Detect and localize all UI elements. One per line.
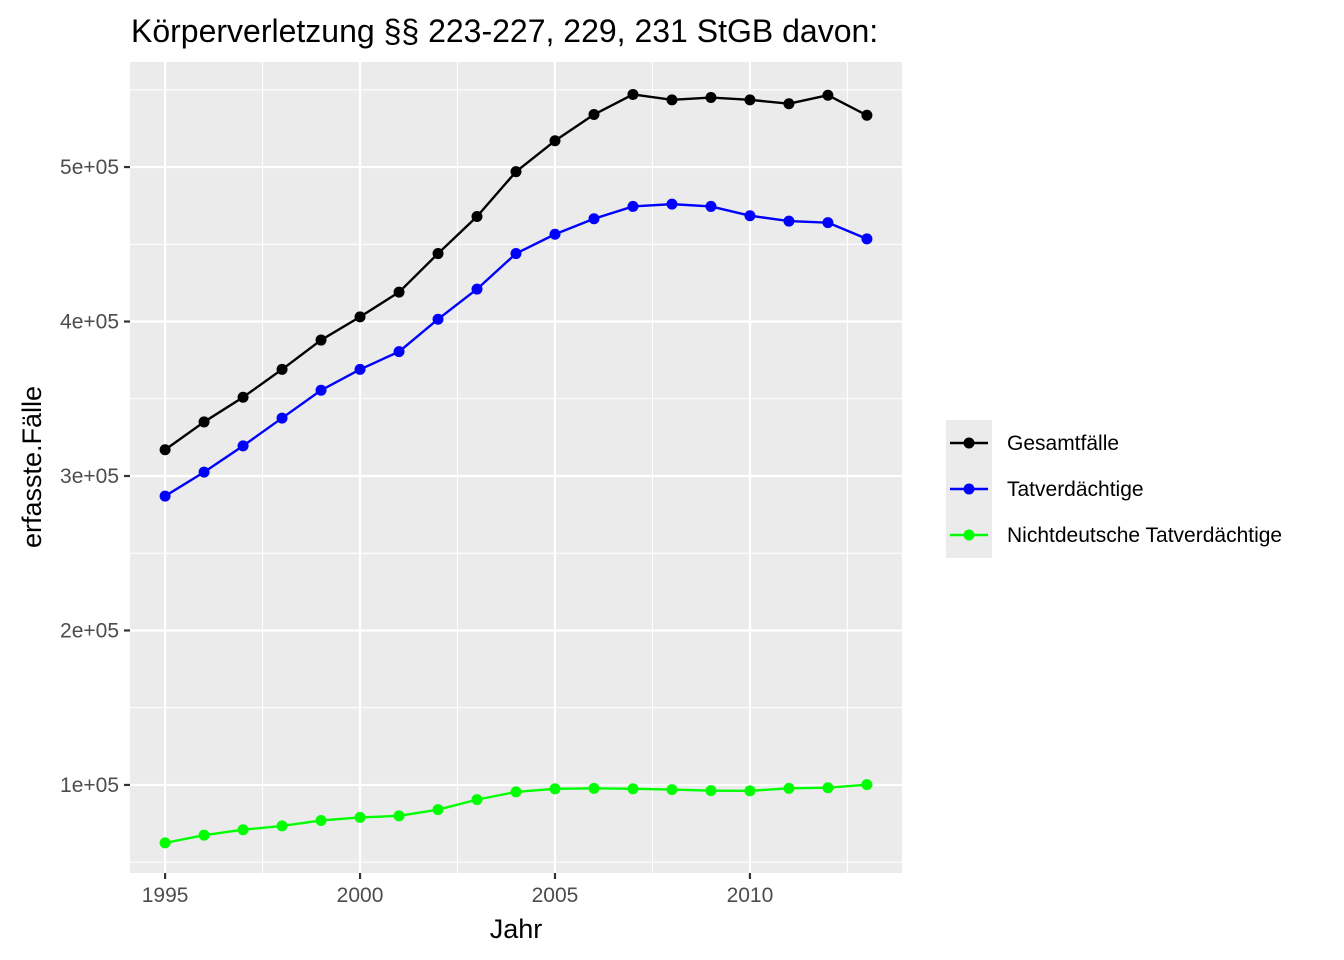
y-tick-label: 3e+05 [60,465,119,488]
series-2-point [354,363,366,375]
grid-major [130,62,902,873]
series-2-point [666,198,678,210]
x-tick-label: 2000 [337,884,384,907]
series-1-point [783,98,795,110]
series-2-point [705,200,717,212]
x-tick-label: 1995 [142,884,189,907]
series-2-point [471,283,483,295]
series-2-point [510,248,522,260]
series-1-point [471,210,483,222]
series-3-point [159,837,171,849]
series-2-point [432,313,444,325]
series-3-point [549,783,561,795]
series-1-point [705,92,717,104]
series-3-point [510,786,522,798]
series-2-point [237,440,249,452]
series-2-point [198,466,210,478]
series-1-point [744,94,756,106]
x-axis-title: Jahr [490,914,543,944]
series-1-point [159,444,171,456]
series-3-point [744,785,756,797]
series-3-point [315,814,327,826]
series-layer [159,88,873,849]
series-2-point [315,384,327,396]
series-3-point [276,820,288,832]
series-1-point [393,286,405,298]
series-1-point [354,311,366,323]
series-1-point [822,89,834,101]
series-3-point [822,782,834,794]
x-tick-label: 2010 [727,884,774,907]
legend-label: Tatverdächtige [1007,478,1144,501]
series-3-point [627,783,639,795]
series-3-point [588,782,600,794]
legend-key-point [963,437,975,449]
series-2-point [549,228,561,240]
series-2-point [783,215,795,227]
series-1-point [627,88,639,100]
series-3-point [471,794,483,806]
series-1-point [861,109,873,121]
legend-key-point [963,529,975,541]
chart-title: Körperverletzung §§ 223-227, 229, 231 St… [131,13,878,49]
legend: Gesamtfälle Tatverdächtige Nichtdeutsche T… [946,420,1282,558]
series-1-point [666,94,678,106]
series-1-point [432,248,444,260]
legend-label: Gesamtfälle [1007,432,1119,455]
series-2-point [276,412,288,424]
plot-panel [130,62,902,873]
series-2-point [159,490,171,502]
series-1-point [237,391,249,403]
series-3-point [666,784,678,796]
y-tick-label: 2e+05 [60,619,119,642]
y-tick-label: 5e+05 [60,156,119,179]
series-3-point [237,824,249,836]
legend-label: Nichtdeutsche Tatverdächtige [1007,524,1282,547]
y-tick-label: 1e+05 [60,774,119,797]
series-3-point [393,810,405,822]
y-axis-title: erfasste.Fälle [17,386,47,548]
series-3-point [861,779,873,791]
x-tick-label: 2005 [532,884,579,907]
series-2-point [588,213,600,225]
series-1-point [510,166,522,178]
series-3-point [705,785,717,797]
axis-ticks: 1995 2000 2005 2010 1e+05 2e+05 3e+05 4e+05 5e+0… [60,156,773,907]
series-3-point [783,782,795,794]
series-1-point [198,416,210,428]
series-1-point [276,363,288,375]
series-2-point [393,346,405,358]
series-1-point [315,334,327,346]
series-1-point [588,109,600,121]
series-3-point [354,811,366,823]
y-tick-label: 4e+05 [60,311,119,334]
series-3-point [198,829,210,841]
series-2-point [822,217,834,229]
series-3-point [432,804,444,816]
series-1-point [549,135,561,147]
grid-minor [130,62,902,873]
series-2-point [861,233,873,245]
series-2-point [744,210,756,222]
legend-key-point [963,483,975,495]
series-2-point [627,200,639,212]
